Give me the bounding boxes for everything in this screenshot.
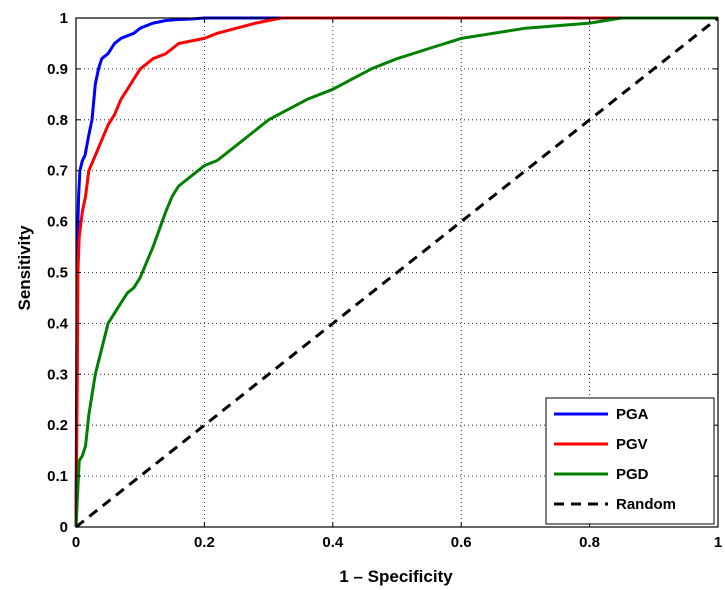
- legend-label-pgv: PGV: [616, 436, 648, 453]
- x-tick-label: 0.2: [194, 534, 215, 551]
- legend-label-pga: PGA: [616, 406, 649, 423]
- x-tick-label: 0.6: [451, 534, 472, 551]
- legend-label-pgd: PGD: [616, 466, 649, 483]
- x-tick-label: 0: [72, 534, 80, 551]
- series-layer: [74, 16, 719, 529]
- y-tick-label: 0.3: [47, 366, 68, 383]
- y-tick-label: 0.9: [47, 61, 68, 78]
- y-tick-label: 0.5: [47, 265, 68, 282]
- series-line-random: [75, 16, 719, 529]
- y-tick-label: 0.4: [47, 315, 69, 332]
- series-line-pga: [74, 16, 718, 528]
- x-axis-title: 1 – Specificity: [339, 567, 453, 586]
- y-tick-label: 0.6: [47, 214, 68, 231]
- y-tick-label: 0.7: [47, 163, 68, 180]
- axes-layer: 0 0.2 0.4 0.6 0.8 1 0 0.1 0.2 0.3 0.4 0.5 0.6 0.7 0.8 0…: [47, 10, 722, 551]
- y-tick-label: 0.1: [47, 468, 68, 485]
- y-tick-label: 0: [60, 519, 68, 536]
- x-tick-label: 0.4: [322, 534, 344, 551]
- y-tick-label: 0.2: [47, 417, 68, 434]
- legend: PGA PGV PGD Random: [545, 397, 715, 525]
- x-tick-label: 0.8: [579, 534, 600, 551]
- y-axis-title: Sensitivity: [15, 225, 34, 311]
- x-tick-label: 1: [714, 534, 722, 551]
- y-tick-label: 1: [60, 10, 68, 27]
- y-tick-label: 0.8: [47, 112, 68, 129]
- plot-frame: [75, 17, 719, 528]
- legend-label-random: Random: [616, 496, 676, 513]
- series-line-pgd: [74, 16, 718, 528]
